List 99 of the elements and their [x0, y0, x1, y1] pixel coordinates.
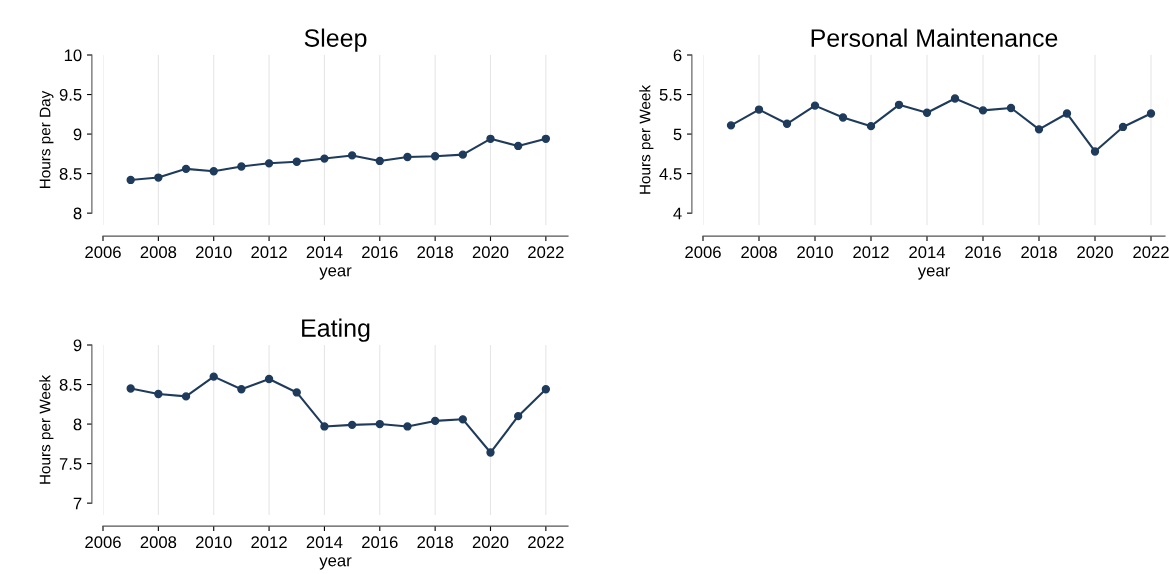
- y-tick-label: 9.5: [59, 88, 82, 101]
- point: [922, 108, 932, 117]
- y-tick-label: 4: [673, 207, 682, 220]
- point: [486, 134, 495, 143]
- point: [126, 175, 135, 185]
- x-tick-label: 2010: [797, 246, 833, 259]
- x-tick-label: 2006: [85, 246, 121, 259]
- point: [375, 419, 384, 429]
- x-tick-label: 2014: [909, 246, 946, 259]
- point: [514, 141, 523, 151]
- y-tick-label: 8: [73, 207, 82, 220]
- point: [1062, 109, 1072, 118]
- y-tick-label: 4.5: [659, 168, 682, 180]
- x-axis-title: year: [319, 267, 352, 280]
- x-tick-label: 2018: [417, 246, 453, 259]
- x-tick-label: 2022: [1133, 246, 1169, 259]
- point: [375, 156, 384, 166]
- point: [950, 94, 960, 103]
- point: [1034, 125, 1044, 134]
- x-axis-title: year: [319, 557, 352, 570]
- x-tick-label: 2020: [472, 246, 509, 259]
- y-axis-title: Hours per Day: [39, 90, 54, 188]
- point: [1146, 109, 1156, 118]
- point: [237, 162, 246, 171]
- y-tick-label: 7.5: [59, 458, 82, 470]
- y-tick-label: 9: [73, 128, 82, 141]
- y-tick-label: 5.5: [659, 89, 682, 101]
- point: [181, 392, 191, 401]
- point: [978, 106, 988, 115]
- chart-title: Sleep: [304, 28, 367, 52]
- point: [486, 448, 495, 457]
- point: [264, 374, 274, 384]
- point: [894, 100, 904, 109]
- point: [782, 119, 792, 128]
- point: [403, 422, 412, 431]
- point: [458, 150, 467, 159]
- point: [154, 389, 163, 399]
- point: [209, 167, 218, 176]
- x-tick-label: 2012: [251, 246, 287, 259]
- x-tick-label: 2010: [196, 246, 232, 259]
- point: [1118, 122, 1128, 132]
- point: [292, 388, 301, 397]
- point: [320, 154, 329, 163]
- point: [154, 173, 163, 182]
- point: [430, 152, 440, 161]
- x-tick-label: 2008: [140, 246, 177, 259]
- x-axis-title: year: [917, 267, 950, 280]
- chart-title: Personal Maintenance: [811, 28, 1058, 47]
- x-tick-label: 2016: [362, 246, 398, 259]
- point: [209, 372, 218, 381]
- y-axis-title: Hours per Week: [639, 84, 654, 194]
- y-tick-label: 5: [673, 128, 682, 141]
- x-tick-label: 2014: [306, 246, 343, 259]
- x-tick-label: 2020: [472, 536, 509, 549]
- point: [264, 159, 274, 168]
- chart-title: Eating: [302, 318, 370, 342]
- point: [838, 113, 848, 122]
- point: [126, 384, 135, 393]
- point: [320, 422, 329, 431]
- point: [1006, 103, 1016, 113]
- x-tick-label: 2022: [528, 246, 564, 259]
- x-tick-label: 2008: [140, 536, 177, 549]
- point: [347, 420, 357, 430]
- point: [726, 121, 736, 130]
- x-tick-label: 2016: [362, 536, 398, 549]
- x-tick-label: 2016: [965, 246, 1001, 259]
- x-tick-label: 2010: [196, 536, 232, 549]
- point: [810, 101, 820, 110]
- x-tick-label: 2018: [417, 536, 453, 549]
- x-tick-label: 2018: [1021, 246, 1057, 259]
- x-tick-label: 2022: [528, 536, 564, 549]
- point: [1090, 147, 1100, 156]
- point: [181, 164, 191, 174]
- y-tick-label: 8.5: [59, 378, 82, 391]
- point: [866, 121, 876, 131]
- point: [237, 385, 246, 394]
- point: [754, 105, 764, 114]
- x-tick-label: 2006: [85, 536, 121, 549]
- x-tick-label: 2008: [741, 246, 777, 259]
- x-tick-label: 2012: [853, 246, 889, 259]
- point: [403, 152, 412, 162]
- x-tick-label: 2020: [1077, 246, 1113, 259]
- point: [347, 151, 357, 160]
- x-tick-label: 2006: [685, 246, 721, 259]
- y-axis-title: Hours per Week: [39, 374, 54, 484]
- point: [430, 416, 440, 426]
- x-tick-label: 2012: [251, 536, 287, 549]
- y-tick-label: 10: [64, 49, 82, 62]
- point: [541, 385, 551, 394]
- y-tick-label: 8.5: [59, 168, 82, 180]
- point: [458, 415, 467, 424]
- point: [292, 157, 301, 166]
- y-tick-label: 6: [673, 49, 682, 62]
- y-tick-label: 9: [73, 339, 82, 352]
- point: [541, 134, 551, 143]
- x-tick-label: 2014: [306, 536, 343, 549]
- y-tick-label: 7: [73, 497, 82, 510]
- point: [514, 411, 523, 421]
- y-tick-label: 8: [73, 418, 82, 431]
